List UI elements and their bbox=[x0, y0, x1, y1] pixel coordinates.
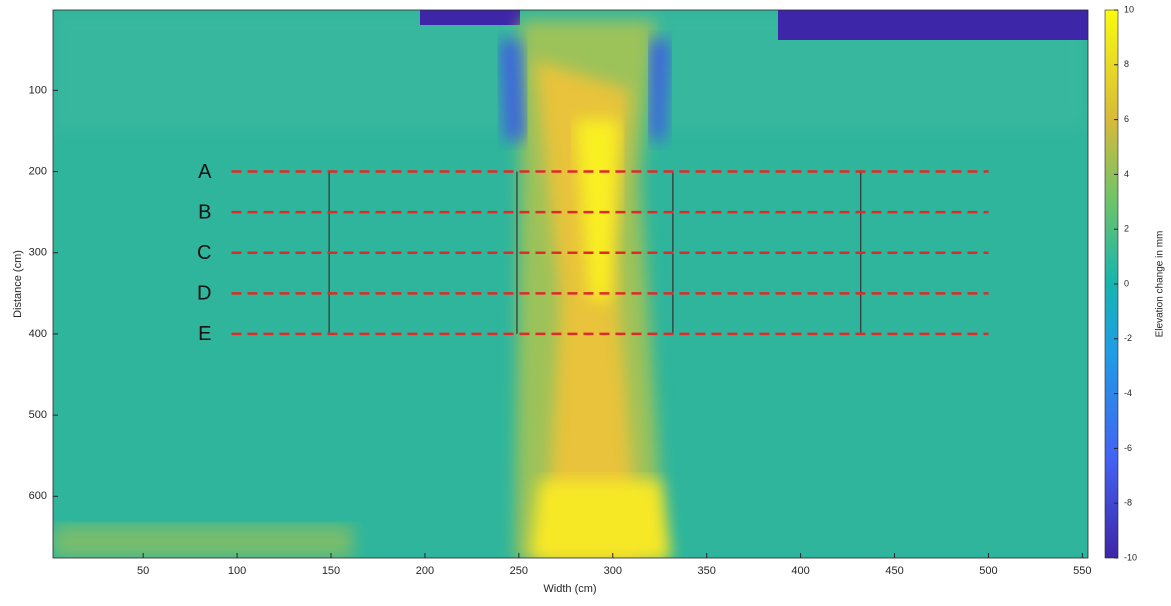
transect-label: C bbox=[197, 242, 211, 264]
x-axis-label: Width (cm) bbox=[543, 583, 596, 595]
colorbar-tick-label: 6 bbox=[1124, 114, 1129, 124]
y-axis-label: Distance (cm) bbox=[12, 250, 24, 318]
colorbar-tick-label: -8 bbox=[1124, 498, 1132, 508]
colorbar-tick-label: 8 bbox=[1124, 59, 1129, 69]
x-tick-label: 450 bbox=[885, 565, 903, 577]
x-tick-label: 550 bbox=[1073, 565, 1091, 577]
transect-label: B bbox=[198, 201, 211, 223]
transect-label: D bbox=[197, 283, 211, 305]
x-tick-label: 500 bbox=[979, 565, 997, 577]
colorbar-tick-label: 0 bbox=[1124, 278, 1129, 288]
y-tick-label: 400 bbox=[29, 328, 47, 340]
x-tick-label: 350 bbox=[698, 565, 716, 577]
x-tick-label: 50 bbox=[137, 565, 149, 577]
page: {"chart_data": {"type": "heatmap", "xlab… bbox=[0, 0, 1171, 606]
colorbar-label: Elevation change in mm bbox=[1155, 231, 1166, 338]
transect-label: A bbox=[198, 161, 212, 183]
colorbar-tick-label: 10 bbox=[1124, 4, 1134, 14]
chart: Width (cm) Distance (cm) Elevation chang… bbox=[0, 0, 1171, 601]
y-tick-label: 200 bbox=[29, 165, 47, 177]
colorbar-tick-label: -4 bbox=[1124, 388, 1132, 398]
x-tick-label: 300 bbox=[604, 565, 622, 577]
y-tick-label: 600 bbox=[29, 490, 47, 502]
colorbar-tick-label: 4 bbox=[1124, 169, 1129, 179]
colorbar-tick-label: -10 bbox=[1124, 552, 1137, 562]
y-tick-label: 500 bbox=[29, 409, 47, 421]
colorbar-tick-label: 2 bbox=[1124, 224, 1129, 234]
x-tick-label: 200 bbox=[416, 565, 434, 577]
x-tick-label: 400 bbox=[791, 565, 809, 577]
colorbar-tick-label: -2 bbox=[1124, 333, 1132, 343]
transect-label: E bbox=[198, 323, 211, 345]
y-tick-label: 300 bbox=[29, 247, 47, 259]
colorbar-tick-label: -6 bbox=[1124, 443, 1132, 453]
heatmap-field bbox=[53, 0, 1088, 560]
x-tick-label: 250 bbox=[510, 565, 528, 577]
x-tick-label: 150 bbox=[322, 565, 340, 577]
y-tick-label: 100 bbox=[29, 84, 47, 96]
x-tick-label: 100 bbox=[228, 565, 246, 577]
